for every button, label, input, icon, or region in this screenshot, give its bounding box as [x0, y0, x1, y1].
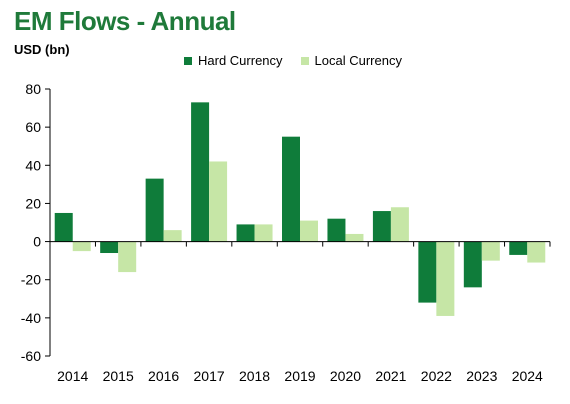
y-tick-label: 20: [25, 195, 41, 211]
bar-local-currency-2023: [481, 241, 500, 261]
x-tick-label: 2022: [421, 368, 452, 384]
bar-hard-currency-2018: [236, 224, 255, 242]
bar-hard-currency-2022: [418, 241, 437, 303]
bar-hard-currency-2016: [145, 178, 164, 242]
bar-local-currency-2022: [436, 241, 455, 316]
chart-legend: Hard Currency Local Currency: [184, 53, 420, 68]
legend-item-local-currency: Local Currency: [300, 53, 402, 68]
bar-hard-currency-2023: [463, 241, 482, 288]
y-tick-label: -40: [21, 310, 41, 326]
bar-local-currency-2019: [300, 220, 318, 242]
legend-swatch-local-currency: [300, 56, 309, 65]
x-tick-label: 2019: [284, 368, 315, 384]
chart-title: EM Flows - Annual: [14, 6, 236, 36]
y-tick-label: 0: [33, 234, 41, 250]
y-tick-label: 80: [25, 81, 41, 97]
x-tick-label: 2023: [466, 368, 497, 384]
x-tick-label: 2020: [330, 368, 361, 384]
bar-local-currency-2018: [254, 224, 273, 242]
y-tick-label: 60: [25, 119, 41, 135]
bar-local-currency-2016: [163, 230, 182, 242]
x-tick-label: 2018: [239, 368, 270, 384]
bar-local-currency-2020: [345, 233, 364, 242]
x-tick-label: 2014: [57, 368, 88, 384]
legend-swatch-hard-currency: [184, 56, 192, 65]
bar-hard-currency-2014: [54, 212, 73, 242]
legend-label-hard-currency: Hard Currency: [198, 53, 283, 68]
bar-local-currency-2014: [72, 241, 91, 252]
bar-hard-currency-2017: [191, 102, 210, 242]
x-tick-label: 2015: [103, 368, 134, 384]
x-tick-label: 2021: [375, 368, 406, 384]
legend-item-hard-currency: Hard Currency: [184, 53, 283, 68]
bar-hard-currency-2015: [100, 241, 119, 254]
bar-hard-currency-2024: [509, 241, 528, 255]
bar-local-currency-2024: [527, 241, 546, 263]
bar-hard-currency-2019: [282, 136, 300, 242]
bar-local-currency-2021: [390, 207, 409, 242]
legend-label-local-currency: Local Currency: [314, 53, 402, 68]
x-tick-label: 2016: [148, 368, 179, 384]
x-tick-label: 2024: [512, 368, 543, 384]
x-tick-label: 2017: [194, 368, 225, 384]
bar-local-currency-2015: [118, 241, 137, 273]
bar-local-currency-2017: [209, 161, 228, 242]
bar-hard-currency-2020: [327, 218, 346, 242]
y-axis-unit-label: USD (bn): [14, 42, 70, 57]
y-tick-label: 40: [25, 157, 41, 173]
y-tick-label: -60: [21, 348, 41, 364]
y-tick-label: -20: [21, 272, 41, 288]
bar-hard-currency-2021: [372, 211, 391, 242]
